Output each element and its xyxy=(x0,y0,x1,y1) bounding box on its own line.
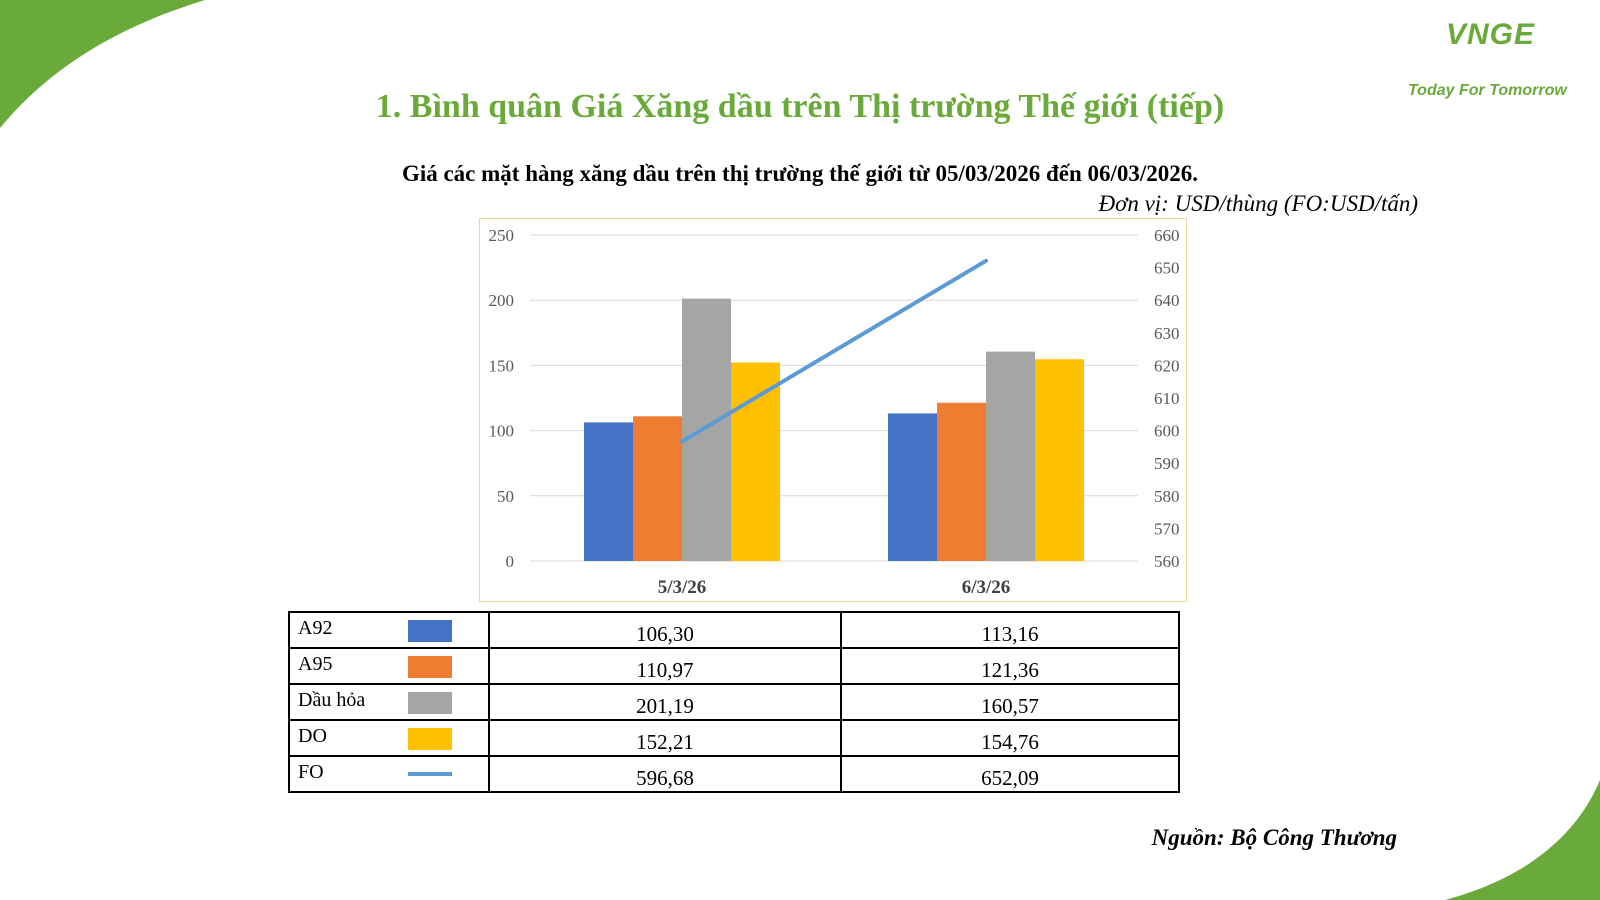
series-cell: DO xyxy=(288,719,490,757)
y-right-tick-label: 610 xyxy=(1154,389,1180,408)
y-left-tick-label: 100 xyxy=(489,422,515,441)
x-category-label: 5/3/26 xyxy=(658,577,707,598)
bar-dầu-hỏa xyxy=(986,351,1035,561)
data-table: A92 106,30 113,16 A95 110,97 121,36 Dầu hỏa 201… xyxy=(288,611,1180,793)
legend-swatch xyxy=(408,692,452,714)
data-value-cell: 110,97 xyxy=(488,647,842,685)
series-name: DO xyxy=(298,725,327,747)
data-value-cell: 160,57 xyxy=(840,683,1180,721)
table-row: A95 110,97 121,36 xyxy=(288,647,1180,685)
y-right-tick-label: 660 xyxy=(1154,226,1180,245)
y-left-tick-label: 0 xyxy=(506,552,515,571)
legend-swatch xyxy=(408,728,452,750)
price-chart: 0 50 100 150 200 250 560 570 580 590 600 610 620 630 6… xyxy=(489,226,1180,598)
y-right-tick-label: 560 xyxy=(1154,552,1180,571)
series-cell: Dầu hỏa xyxy=(288,683,490,721)
table-row: Dầu hỏa 201,19 160,57 xyxy=(288,683,1180,721)
y-right-tick-label: 590 xyxy=(1154,454,1180,473)
legend-swatch xyxy=(408,772,452,776)
bar-a92 xyxy=(584,422,633,561)
table-row: A92 106,30 113,16 xyxy=(288,611,1180,649)
logo-tagline: Today For Tomorrow xyxy=(1408,82,1567,99)
y-right-tick-label: 650 xyxy=(1154,259,1180,278)
chart-frame: 0 50 100 150 200 250 560 570 580 590 600 610 620 630 6… xyxy=(479,218,1187,602)
logo-mark: VNGE xyxy=(1446,18,1536,51)
data-value-cell: 154,76 xyxy=(840,719,1180,757)
y-left-tick-label: 150 xyxy=(489,356,515,375)
chart-subtitle: Giá các mặt hàng xăng dầu trên thị trườn… xyxy=(401,161,1199,186)
legend-swatch xyxy=(408,656,452,678)
y-left-tick-label: 250 xyxy=(489,226,515,245)
source-note: Nguồn: Bộ Công Thương xyxy=(1151,825,1397,850)
data-value-cell: 652,09 xyxy=(840,755,1180,793)
y-left-tick-label: 50 xyxy=(497,487,514,506)
table-row: DO 152,21 154,76 xyxy=(288,719,1180,757)
y-right-tick-label: 620 xyxy=(1154,356,1180,375)
line-fo xyxy=(680,258,988,444)
y-right-tick-label: 580 xyxy=(1154,487,1180,506)
bar-a92 xyxy=(888,413,937,561)
series-cell: A95 xyxy=(288,647,490,685)
series-cell: FO xyxy=(288,755,490,793)
bar-a95 xyxy=(633,416,682,561)
legend-swatch xyxy=(408,620,452,642)
page-title: 1. Bình quân Giá Xăng dầu trên Thị trườn… xyxy=(375,88,1225,125)
y-right-tick-label: 570 xyxy=(1154,519,1180,538)
y-right-tick-label: 630 xyxy=(1154,324,1180,343)
series-cell: A92 xyxy=(288,611,490,649)
bar-do xyxy=(731,362,780,561)
data-value-cell: 596,68 xyxy=(488,755,842,793)
y-left-tick-label: 200 xyxy=(489,291,515,310)
series-name: A92 xyxy=(298,617,333,639)
data-value-cell: 201,19 xyxy=(488,683,842,721)
series-name: FO xyxy=(298,761,324,783)
data-value-cell: 152,21 xyxy=(488,719,842,757)
x-category-label: 6/3/26 xyxy=(962,577,1011,598)
data-value-cell: 106,30 xyxy=(488,611,842,649)
unit-note: Đơn vị: USD/thùng (FO:USD/tấn) xyxy=(1098,191,1418,216)
bar-dầu-hỏa xyxy=(682,298,731,561)
bar-do xyxy=(1035,359,1084,561)
table-row: FO 596,68 652,09 xyxy=(288,755,1180,793)
vnge-logo: VNGE Today For Tomorrow xyxy=(1408,18,1578,108)
bar-a95 xyxy=(937,402,986,561)
data-value-cell: 113,16 xyxy=(840,611,1180,649)
series-name: Dầu hỏa xyxy=(298,689,366,711)
series-name: A95 xyxy=(298,653,333,675)
y-right-tick-label: 600 xyxy=(1154,422,1180,441)
data-value-cell: 121,36 xyxy=(840,647,1180,685)
y-right-tick-label: 640 xyxy=(1154,291,1180,310)
